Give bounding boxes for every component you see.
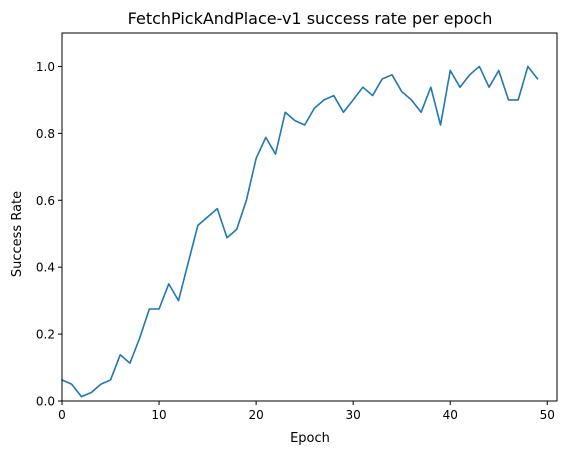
y-tick-label: 0.6 — [36, 194, 55, 208]
x-axis-label: Epoch — [290, 431, 330, 446]
plot-frame — [61, 32, 558, 402]
x-tick-label: 40 — [443, 408, 458, 422]
x-tick-label: 10 — [151, 408, 166, 422]
y-axis-label: Success Rate — [10, 191, 25, 277]
y-tick-label: 0.2 — [36, 328, 55, 342]
y-tick-label: 0.8 — [36, 127, 55, 141]
x-tick-label: 0 — [58, 408, 66, 422]
y-axis: 0.0 0.2 0.4 0.6 0.8 1.0 — [36, 60, 62, 409]
x-tick-label: 50 — [540, 408, 555, 422]
y-tick-label: 1.0 — [36, 60, 55, 74]
y-tick-label: 0.4 — [36, 261, 55, 275]
x-tick-label: 20 — [248, 408, 263, 422]
x-axis: 0 10 20 30 40 50 — [58, 401, 555, 422]
y-tick-label: 0.0 — [36, 395, 55, 409]
x-tick-label: 30 — [346, 408, 361, 422]
chart-title: FetchPickAndPlace-v1 success rate per ep… — [128, 9, 493, 28]
series-line — [61, 65, 539, 398]
